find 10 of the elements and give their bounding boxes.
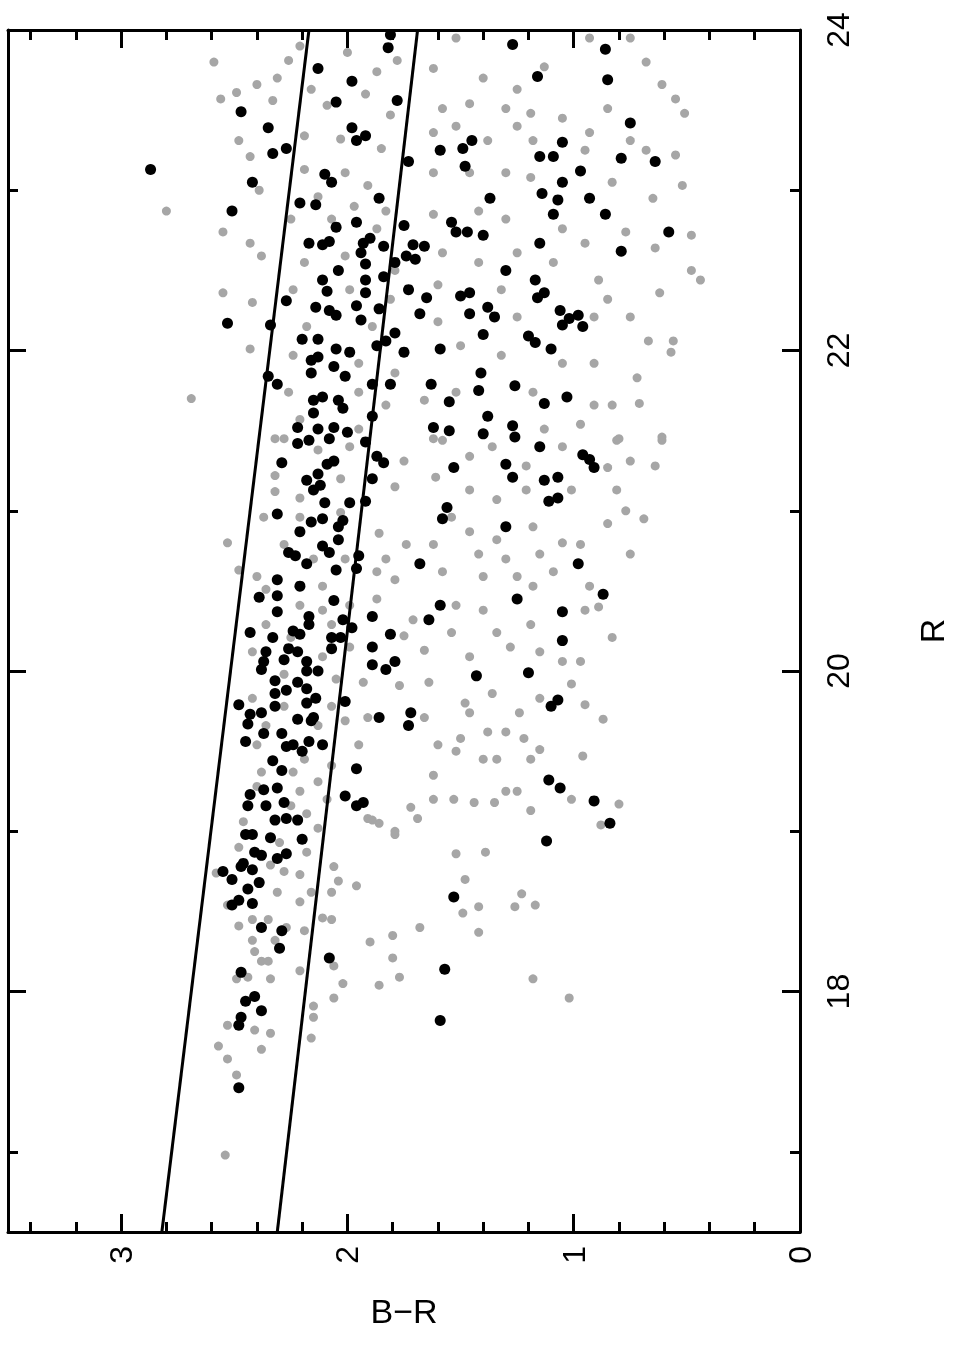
x-tick-label: 1	[555, 1246, 592, 1264]
y-tick-label: 22	[820, 332, 856, 369]
y-axis-title: R	[913, 618, 951, 644]
x-tick-label: 2	[329, 1246, 366, 1264]
x-tick-label: 0	[782, 1246, 818, 1264]
x-tick-label: 3	[103, 1246, 140, 1264]
y-tick-label: 20	[820, 653, 856, 689]
x-axis-title: B−R	[370, 1292, 438, 1330]
y-tick-label: 18	[820, 973, 856, 1010]
y-tick-label: 24	[820, 12, 856, 48]
